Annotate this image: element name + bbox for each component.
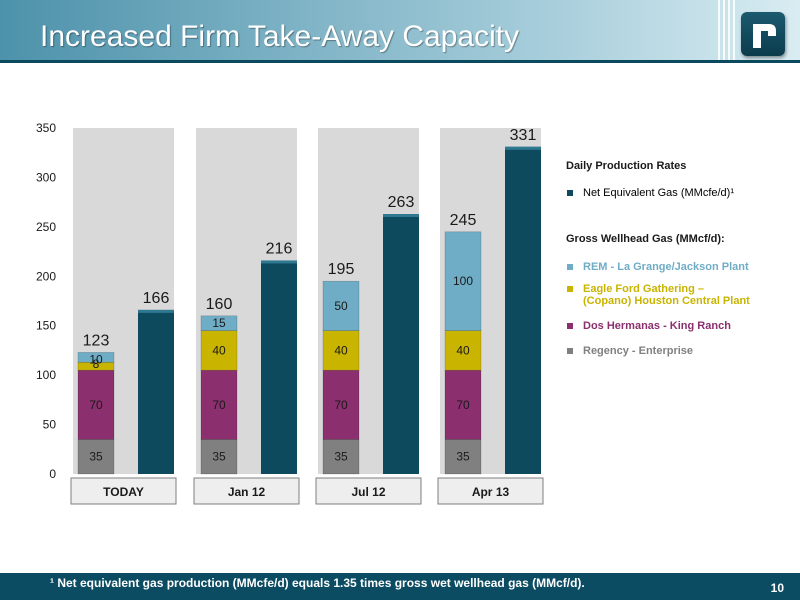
net-gas-label: 263 — [388, 194, 415, 211]
company-logo-icon — [741, 12, 785, 56]
footer-bar: ¹ Net equivalent gas production (MMcfe/d… — [0, 573, 800, 600]
segment-label: 15 — [212, 316, 226, 330]
legend-swatch-net-gas — [567, 190, 573, 196]
segment-label: 100 — [453, 274, 473, 288]
y-tick-label: 50 — [43, 418, 57, 432]
legend-label-regency: Regency - Enterprise — [583, 345, 694, 357]
segment-label: 8 — [93, 357, 100, 371]
net-gas-bar-top — [383, 214, 419, 218]
legend-label-net-gas: Net Equivalent Gas (MMcfe/d)¹ — [583, 187, 734, 199]
segment-label: 70 — [456, 398, 470, 412]
stack-segment — [444, 330, 482, 371]
y-axis: 0 50 100 150 200 250 300 350 — [36, 121, 56, 481]
stack-segment — [200, 315, 238, 331]
legend-swatch-dos-hermanas — [567, 323, 573, 329]
y-tick-label: 100 — [36, 368, 56, 382]
y-tick-label: 0 — [49, 467, 56, 481]
stack-segment — [77, 352, 115, 363]
y-tick-label: 250 — [36, 220, 56, 234]
stack-segment — [77, 439, 115, 475]
stack-total-label: 245 — [450, 212, 477, 229]
net-gas-bar — [261, 260, 297, 474]
net-gas-bar-top — [261, 260, 297, 264]
stack-segment — [322, 439, 360, 475]
legend-item-regency: Regency - Enterprise — [566, 345, 693, 357]
stack-total-label: 123 — [83, 332, 110, 349]
segment-label: 40 — [212, 343, 226, 357]
segment-label: 10 — [89, 352, 103, 366]
category-labels: TODAY Jan 12 Jul 12 Apr 13 — [70, 477, 544, 505]
category-label-box — [193, 477, 300, 505]
stack-total-label: 195 — [328, 261, 355, 278]
title-rule — [0, 60, 800, 63]
slide-title: Increased Firm Take-Away Capacity — [40, 20, 520, 53]
legend-swatch-rem — [567, 264, 573, 270]
legend-item-rem: REM - La Grange/Jackson Plant — [566, 261, 749, 273]
y-tick-label: 350 — [36, 121, 56, 135]
net-gas-label: 216 — [266, 240, 293, 257]
stack-segment — [322, 330, 360, 371]
category-label: Jan 12 — [228, 485, 266, 499]
stack-segment — [444, 369, 482, 440]
net-gas-label: 331 — [510, 127, 537, 144]
category-label-box — [70, 477, 177, 505]
legend-label-eagle-ford: Eagle Ford Gathering – (Copano) Houston … — [583, 283, 750, 307]
footnote: ¹ Net equivalent gas production (MMcfe/d… — [50, 576, 585, 590]
category-label: Apr 13 — [472, 485, 510, 499]
stack-segment — [200, 369, 238, 440]
y-tick-label: 200 — [36, 269, 56, 283]
stack-segment — [200, 330, 238, 371]
segment-label: 35 — [334, 450, 348, 464]
category-label: TODAY — [103, 485, 144, 499]
segment-label: 50 — [334, 299, 348, 313]
stack-segment — [77, 369, 115, 440]
page-number: 10 — [770, 581, 784, 595]
segment-label: 35 — [89, 450, 103, 464]
net-gas-bar-top — [505, 146, 541, 150]
y-tick-label: 150 — [36, 319, 56, 333]
segment-label: 40 — [334, 343, 348, 357]
category-label: Jul 12 — [351, 485, 385, 499]
segment-label: 35 — [212, 450, 226, 464]
category-label-box — [437, 477, 544, 505]
legend-item-dos-hermanas: Dos Hermanas - King Ranch — [566, 320, 731, 332]
legend-swatch-eagle-ford — [567, 286, 573, 292]
stack-segment — [322, 280, 360, 331]
title-bar — [0, 0, 800, 60]
decorative-stripes — [718, 0, 738, 60]
segment-label: 35 — [456, 450, 470, 464]
category-label-box — [315, 477, 422, 505]
net-gas-bar-top — [138, 309, 174, 313]
segment-label: 40 — [456, 343, 470, 357]
net-gas-bar — [505, 146, 541, 475]
data-labels: 35 70 810 123 166 35 70 40 15 160 216 35 70 40 50 195 26… — [83, 127, 537, 464]
legend-label-rem: REM - La Grange/Jackson Plant — [583, 261, 749, 273]
legend-item-eagle-ford: Eagle Ford Gathering – (Copano) Houston … — [566, 283, 750, 307]
segment-label: 70 — [334, 398, 348, 412]
legend-swatch-regency — [567, 348, 573, 354]
segment-label: 70 — [89, 398, 103, 412]
legend-item-net-gas: Net Equivalent Gas (MMcfe/d)¹ — [566, 187, 734, 199]
net-gas-bar — [383, 214, 419, 474]
stack-segment — [322, 369, 360, 440]
stack-segment — [444, 439, 482, 475]
stack-segment — [200, 439, 238, 475]
bar-group — [77, 146, 541, 475]
legend-label-dos-hermanas: Dos Hermanas - King Ranch — [583, 320, 731, 332]
production-chart: 0 50 100 150 200 250 300 350 35 70 810 123 166 35 70 4… — [36, 121, 544, 505]
net-gas-bar — [138, 309, 174, 474]
stack-segment — [444, 231, 482, 331]
segment-label: 70 — [212, 398, 226, 412]
stack-total-label: 160 — [206, 296, 233, 313]
legend-daily-header: Daily Production Rates — [566, 160, 687, 172]
y-tick-label: 300 — [36, 170, 56, 184]
net-gas-label: 166 — [143, 290, 170, 307]
legend-gross-header: Gross Wellhead Gas (MMcf/d): — [566, 233, 725, 245]
